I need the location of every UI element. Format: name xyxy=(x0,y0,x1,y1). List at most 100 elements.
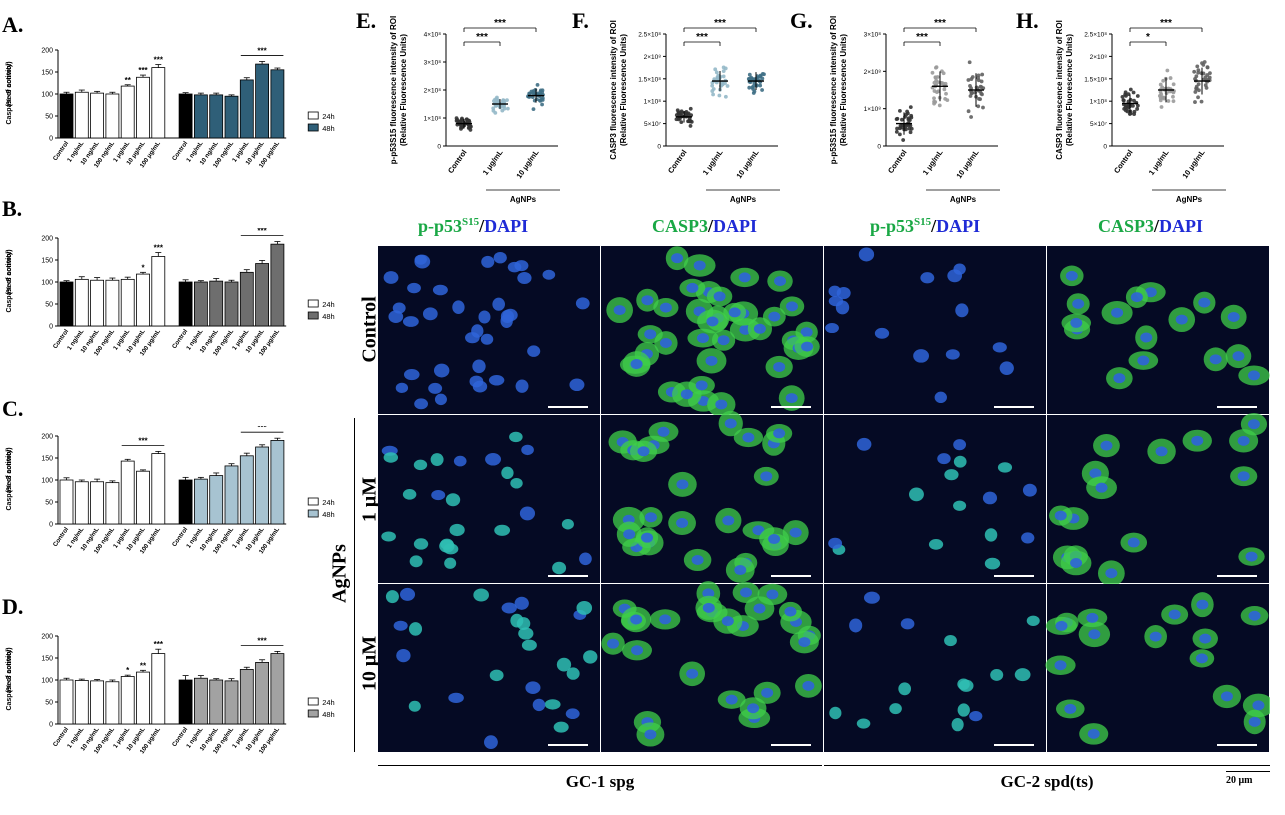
nucleus xyxy=(706,316,719,327)
data-point xyxy=(747,72,752,77)
nucleus xyxy=(553,721,569,733)
bar xyxy=(255,446,270,525)
nucleus xyxy=(1055,620,1068,631)
y-tick-label: 3×10⁸ xyxy=(864,32,882,39)
nucleus xyxy=(913,349,930,363)
data-point xyxy=(1128,87,1133,92)
nucleus xyxy=(773,361,786,372)
y-axis-label: Caspase-3 activity(% of control) xyxy=(6,447,13,510)
data-point xyxy=(1159,92,1164,97)
nucleus xyxy=(760,471,773,482)
header-slash: / xyxy=(931,216,937,236)
nucleus xyxy=(623,529,636,540)
nucleus xyxy=(641,295,654,306)
nucleus xyxy=(392,302,406,314)
nucleus xyxy=(1227,311,1240,322)
panel-letter-c: C. xyxy=(2,396,24,421)
nucleus xyxy=(556,657,572,672)
chart-g-pp53-gc2: p-p53S15 fluorescence intensity of ROI(R… xyxy=(829,16,1000,204)
header-blue-text: DAPI xyxy=(936,216,981,236)
chart-c-caspase3: Caspase-3 activity(% of control) 0 50 100 15… xyxy=(6,426,335,555)
nucleus xyxy=(908,487,924,502)
nucleus xyxy=(676,518,689,529)
significance-marker: * xyxy=(141,263,145,272)
data-point xyxy=(493,110,498,115)
nucleus xyxy=(898,682,912,696)
data-point xyxy=(966,78,971,82)
nucleus xyxy=(768,311,781,322)
data-point xyxy=(969,90,974,95)
micrograph-panel xyxy=(601,581,823,752)
bar xyxy=(74,91,89,139)
data-point xyxy=(980,92,984,97)
data-point xyxy=(1171,82,1176,87)
bar xyxy=(224,281,239,327)
nucleus xyxy=(928,538,944,550)
bar xyxy=(90,680,104,725)
y-tick-label: 0 xyxy=(437,144,441,151)
chart-f-casp3-gc1: CASP3 fluorescence intensity of ROI(Rela… xyxy=(609,18,780,204)
y-tick-label: 4×10⁸ xyxy=(424,32,442,39)
data-point xyxy=(1161,78,1166,83)
legend-swatch xyxy=(307,299,319,308)
nucleus xyxy=(561,518,574,530)
y-axis-label-line: (Relative Fluorescence Units) xyxy=(399,34,408,146)
bar xyxy=(239,455,254,525)
data-point xyxy=(969,115,973,119)
chart-b-caspase8: Caspase-8 activity(% of control) 0 50 100 15… xyxy=(6,228,335,357)
nucleus xyxy=(383,452,399,463)
bar xyxy=(193,478,208,525)
nucleus xyxy=(1237,471,1250,482)
nucleus xyxy=(742,432,755,443)
nucleus xyxy=(657,426,670,437)
scale-bar xyxy=(994,406,1034,408)
data-point xyxy=(1168,76,1173,80)
scale-bar-reference xyxy=(1226,771,1270,772)
data-point xyxy=(932,96,936,101)
nucleus xyxy=(569,378,585,392)
bar xyxy=(59,679,74,725)
bar xyxy=(193,677,208,725)
nucleus xyxy=(702,588,715,599)
data-point xyxy=(941,71,946,76)
data-point xyxy=(1121,98,1126,103)
bar xyxy=(90,92,104,139)
micrograph-panel xyxy=(824,246,1046,414)
data-point xyxy=(1124,93,1128,98)
nucleus xyxy=(1070,558,1083,569)
data-point xyxy=(935,90,939,95)
data-point xyxy=(933,100,938,104)
nucleus xyxy=(724,418,737,429)
scale-bar xyxy=(771,575,811,577)
data-point xyxy=(969,86,973,91)
y-tick-label: 0 xyxy=(49,136,53,143)
y-tick-label: 2×10⁸ xyxy=(1090,54,1108,61)
nucleus xyxy=(702,602,715,613)
nucleus xyxy=(828,537,843,549)
nucleus xyxy=(798,637,811,648)
y-tick-label: 3×10⁸ xyxy=(424,60,442,67)
nucleus xyxy=(1149,631,1162,642)
nucleus xyxy=(480,333,494,345)
data-point xyxy=(491,99,496,103)
y-axis-label-line: p-p53S15 fluorescence intensity of ROI xyxy=(389,16,398,164)
scale-bar xyxy=(994,575,1034,577)
panel-letter-e: E. xyxy=(356,8,377,33)
nucleus xyxy=(525,681,541,695)
panel-letter-g: G. xyxy=(790,8,813,33)
nucleus xyxy=(738,272,751,283)
bar xyxy=(59,281,74,327)
y-tick-label: 5×10⁷ xyxy=(1090,121,1108,128)
data-point xyxy=(1196,95,1200,100)
data-point xyxy=(976,76,980,80)
y-tick-label: 150 xyxy=(41,258,53,265)
y-tick-label: 1×10⁸ xyxy=(424,116,442,123)
x-tick-label: 1 μg/mL xyxy=(481,148,505,177)
group-label-agnps: AgNPs xyxy=(328,544,351,603)
y-axis-label-line: CASP3 fluorescence intensity of ROI xyxy=(1055,20,1064,160)
nucleus xyxy=(532,698,546,712)
header-blue-text: DAPI xyxy=(713,216,758,236)
header-green-text: p-p53 xyxy=(418,216,463,236)
nucleus xyxy=(984,528,998,542)
nucleus xyxy=(944,635,957,647)
